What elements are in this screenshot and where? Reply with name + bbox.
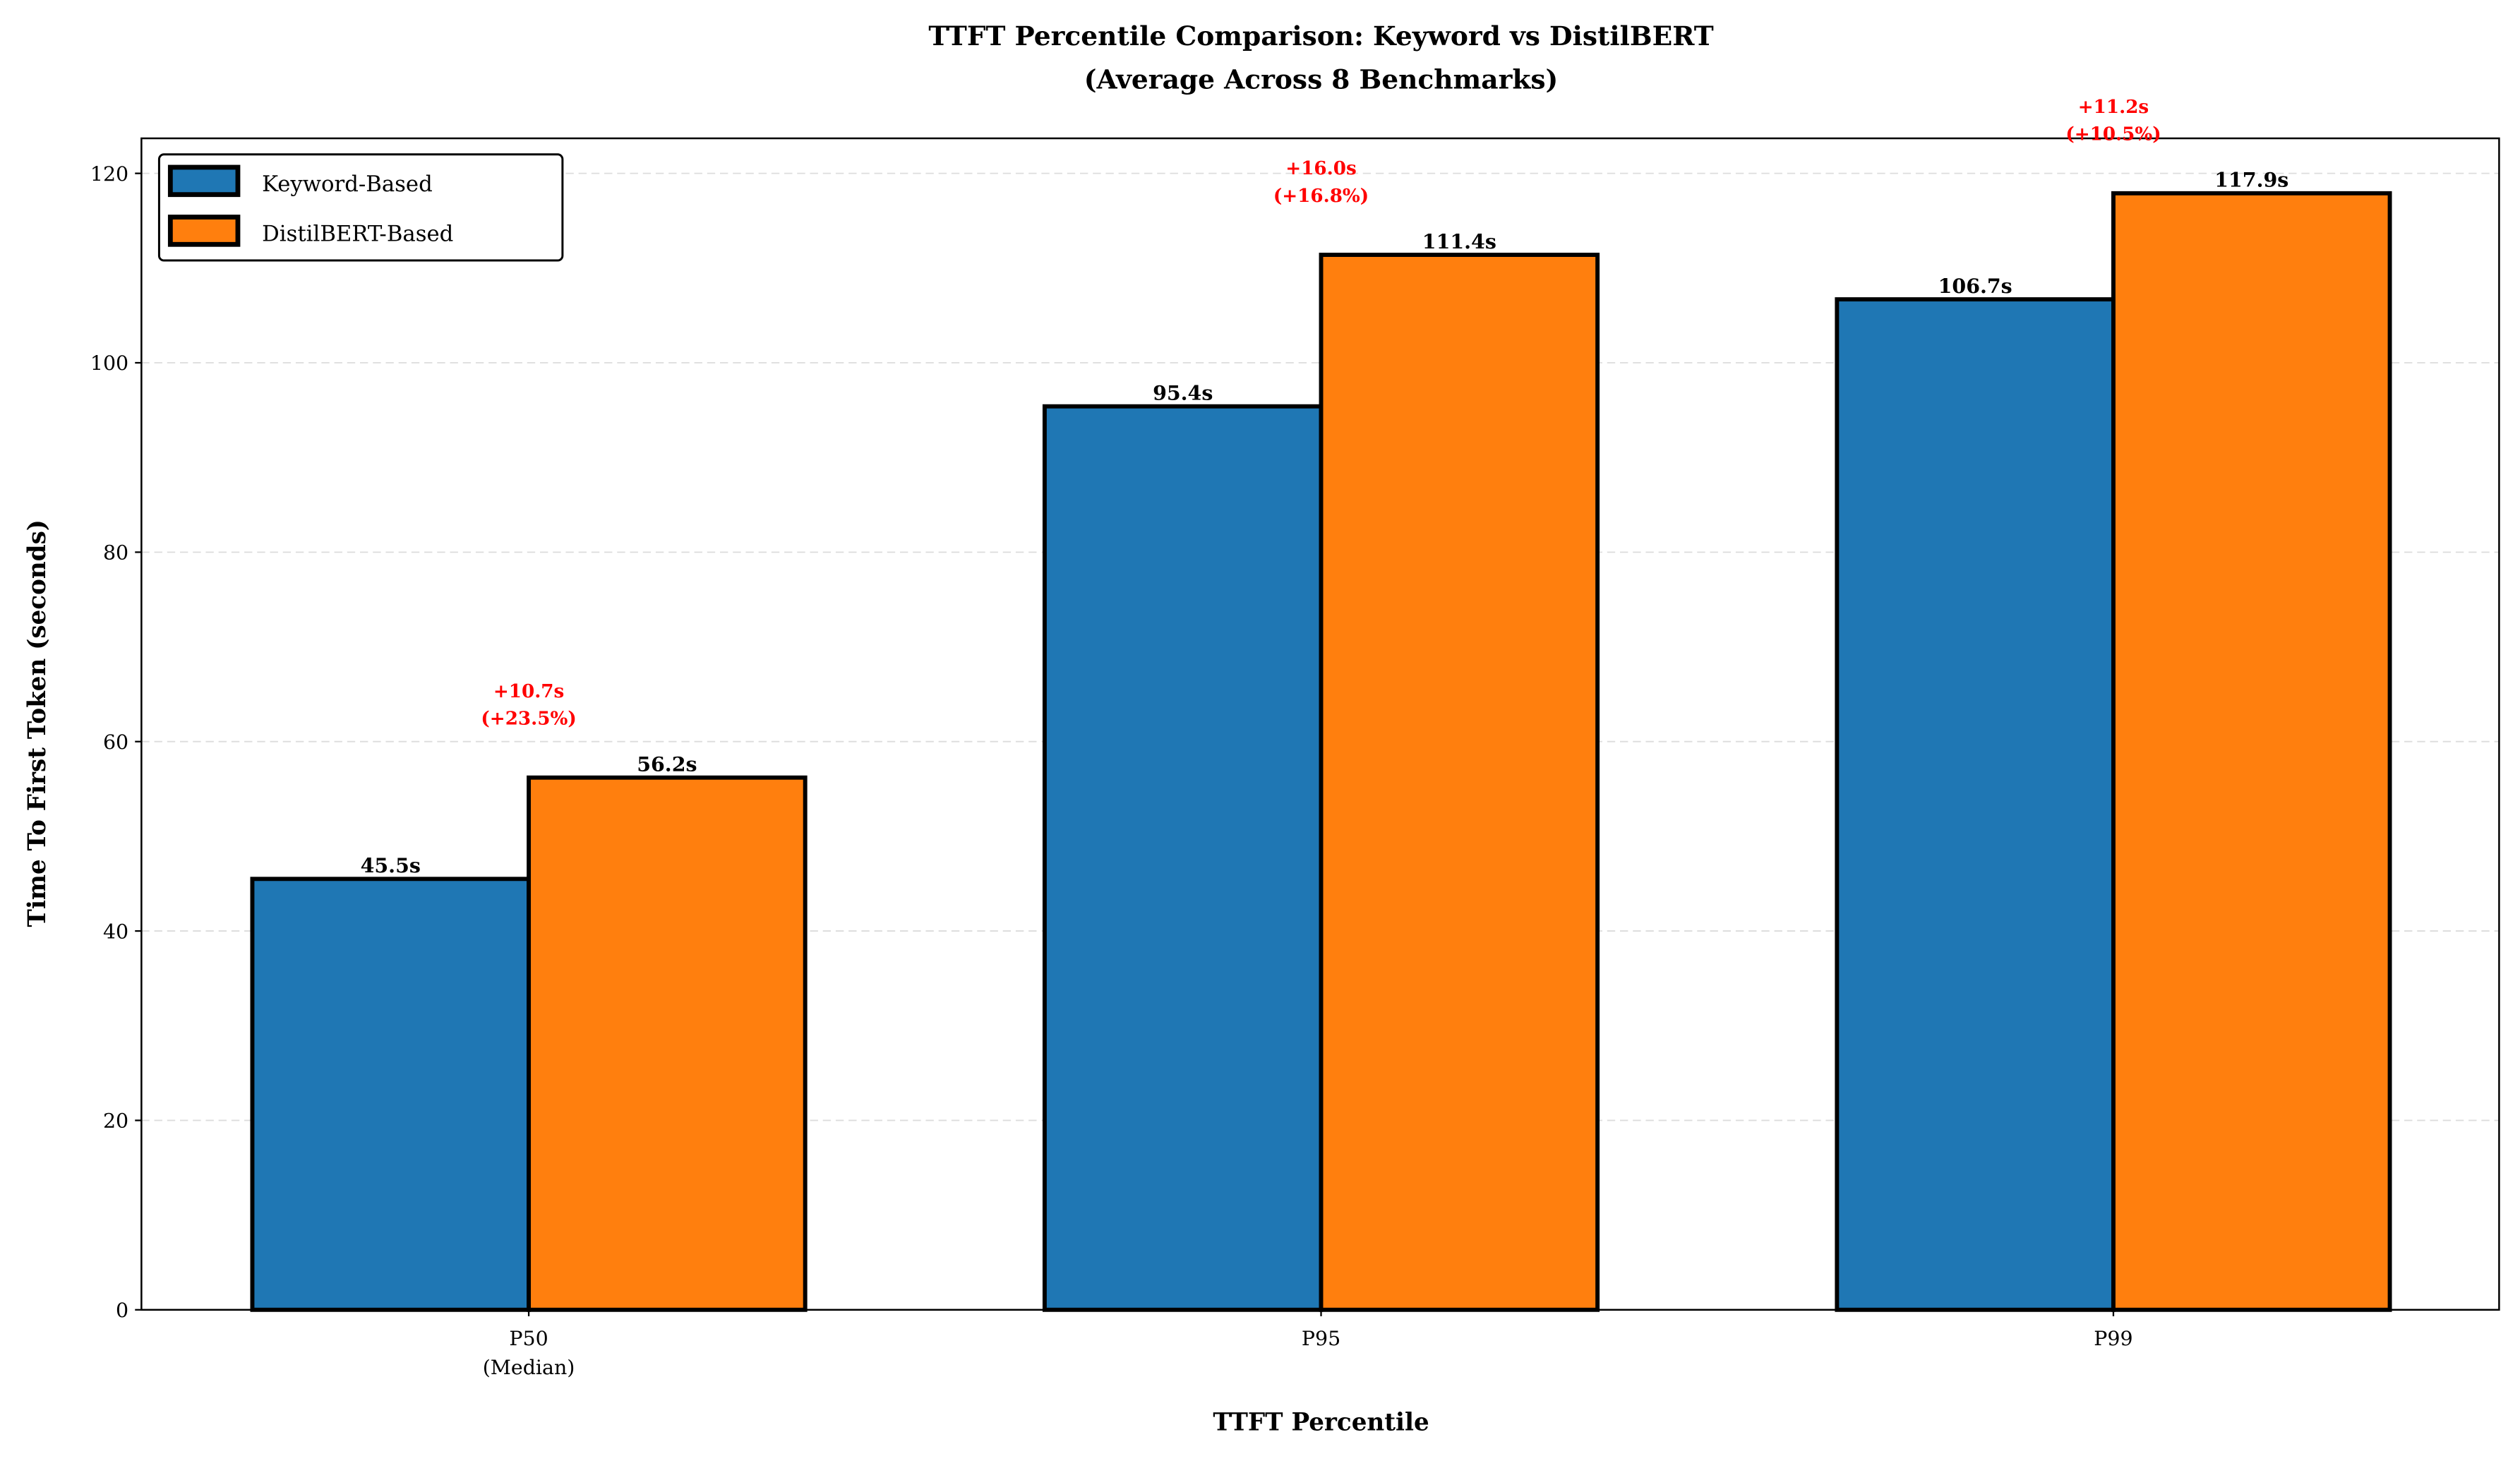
x-tick-label: P99 — [2094, 1327, 2132, 1350]
y-tick-label: 100 — [90, 351, 128, 375]
bar-keyword — [1042, 404, 1324, 1312]
y-tick-label: 20 — [103, 1110, 128, 1133]
value-label: 106.7s — [1938, 274, 2012, 298]
x-axis: P50 (Median) P95 P99 — [483, 1309, 2133, 1379]
bar-distilbert — [2111, 191, 2392, 1312]
bar-distilbert — [527, 775, 808, 1312]
value-label: 95.4s — [1153, 381, 1213, 405]
chart-subtitle: (Average Across 8 Benchmarks) — [1084, 64, 1559, 95]
legend-swatch-keyword — [167, 164, 241, 198]
bar-distilbert — [1319, 253, 1600, 1312]
difference-annotation: +16.0s — [1285, 157, 1356, 179]
y-tick-label: 40 — [103, 920, 128, 943]
x-tick-label: P50 — [509, 1327, 548, 1350]
y-axis: 0 20 40 60 80 100 120 — [90, 162, 142, 1322]
difference-annotation: (+16.8%) — [1273, 185, 1369, 207]
y-axis-label: Time To First Token (seconds) — [23, 519, 52, 927]
legend-swatch-distilbert — [167, 215, 241, 247]
x-tick-label: (Median) — [483, 1356, 575, 1379]
legend: Keyword-Based DistilBERT-Based — [157, 153, 564, 262]
legend-label-keyword: Keyword-Based — [262, 172, 433, 197]
y-tick-label: 80 — [103, 541, 128, 565]
difference-annotation: (+10.5%) — [2065, 124, 2161, 145]
value-labels: 45.5s 95.4s 106.7s 56.2s 111.4s 117.9s +10.7s (… — [361, 96, 2289, 877]
difference-annotation: +11.2s — [2078, 96, 2149, 118]
bar-keyword — [250, 877, 532, 1312]
y-tick-label: 60 — [103, 730, 128, 754]
difference-annotation: (+23.5%) — [481, 708, 576, 730]
chart-title: TTFT Percentile Comparison: Keyword vs D… — [928, 20, 1713, 52]
difference-annotation: +10.7s — [493, 680, 564, 702]
y-tick-label: 0 — [116, 1299, 128, 1322]
value-label: 45.5s — [361, 853, 421, 877]
value-label: 56.2s — [637, 752, 697, 776]
bar-keyword — [1835, 297, 2116, 1312]
x-tick-label: P95 — [1302, 1327, 1340, 1350]
x-axis-label: TTFT Percentile — [1213, 1409, 1429, 1437]
value-label: 117.9s — [2214, 168, 2288, 192]
y-tick-label: 120 — [90, 162, 128, 186]
bars — [250, 191, 2392, 1312]
value-label: 111.4s — [1422, 229, 1496, 253]
legend-label-distilbert: DistilBERT-Based — [262, 222, 453, 247]
